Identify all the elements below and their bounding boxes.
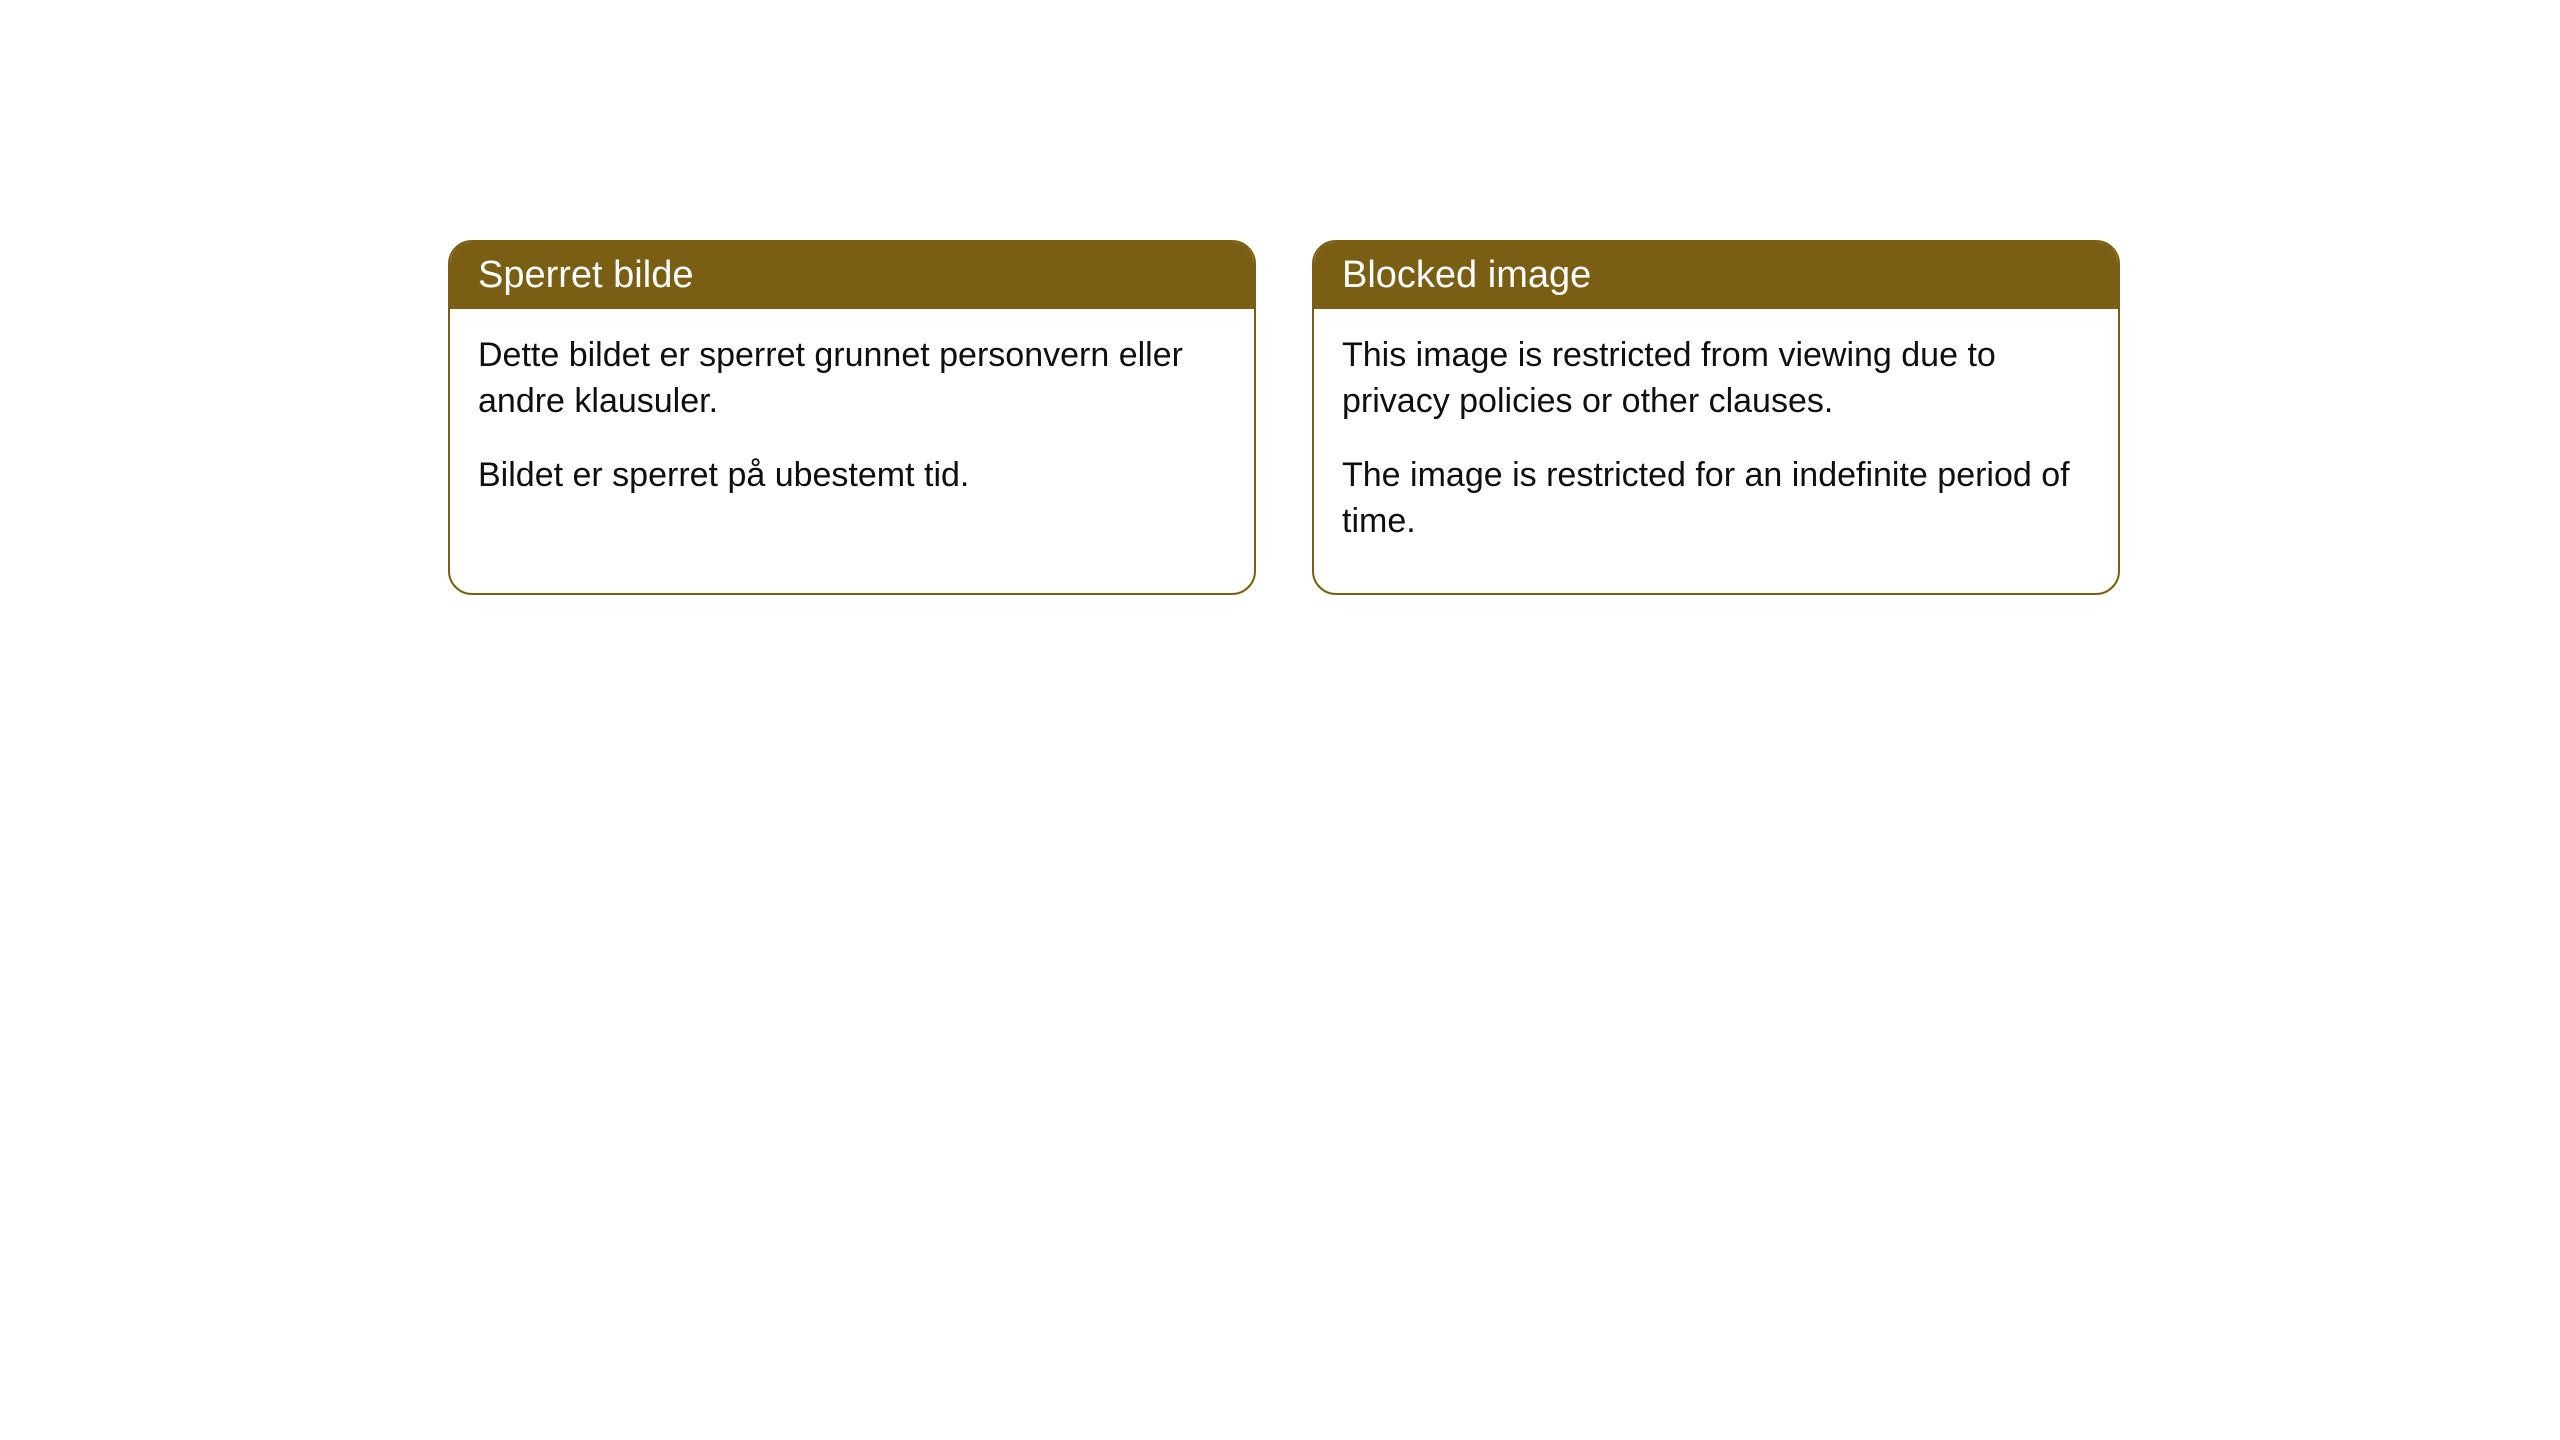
card-header-norwegian: Sperret bilde [450, 242, 1254, 309]
notice-cards-row: Sperret bilde Dette bildet er sperret gr… [448, 240, 2120, 595]
card-body-norwegian: Dette bildet er sperret grunnet personve… [450, 309, 1254, 547]
card-paragraph: Bildet er sperret på ubestemt tid. [478, 453, 1226, 499]
card-header-english: Blocked image [1314, 242, 2118, 309]
card-paragraph: This image is restricted from viewing du… [1342, 333, 2090, 425]
card-paragraph: The image is restricted for an indefinit… [1342, 453, 2090, 545]
card-title: Sperret bilde [478, 254, 693, 296]
card-paragraph: Dette bildet er sperret grunnet personve… [478, 333, 1226, 425]
card-title: Blocked image [1342, 254, 1591, 296]
card-body-english: This image is restricted from viewing du… [1314, 309, 2118, 593]
notice-card-english: Blocked image This image is restricted f… [1312, 240, 2120, 595]
notice-card-norwegian: Sperret bilde Dette bildet er sperret gr… [448, 240, 1256, 595]
